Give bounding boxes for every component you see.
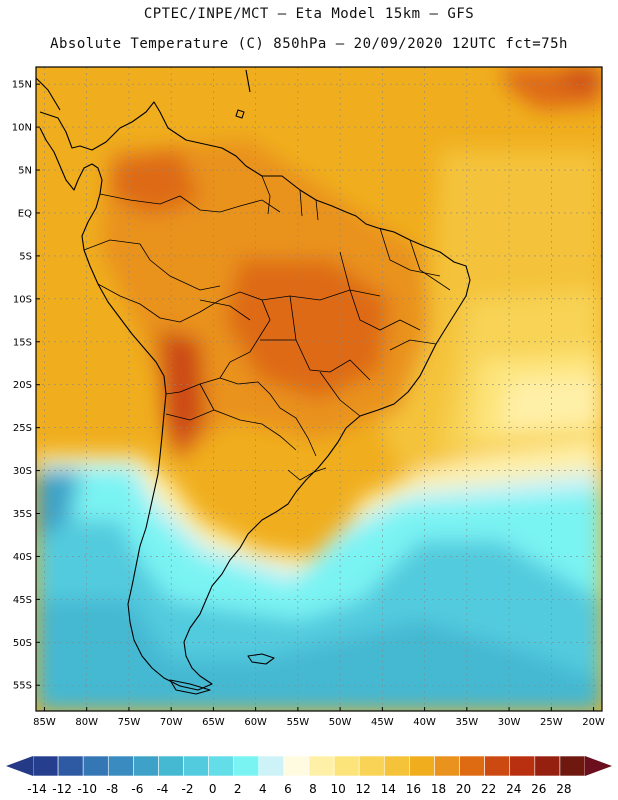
lon-tick-label: 65W [202, 717, 225, 728]
colorbar-swatch [434, 755, 460, 777]
map-title-line2: Absolute Temperature (C) 850hPa – 20/09/… [50, 36, 568, 52]
lon-tick-label: 45W [371, 717, 394, 728]
colorbar-label: 8 [309, 782, 317, 796]
colorbar-label: 0 [209, 782, 217, 796]
colorbar-swatch [82, 755, 109, 777]
colorbar-label: 26 [531, 782, 546, 796]
colorbar-label: 6 [284, 782, 292, 796]
colorbar-label: 28 [556, 782, 571, 796]
lat-tick-label: 30S [13, 466, 32, 477]
temperature-map: 15N 10N 5N EQ 5S 10S 15S 20S 25S 30S 35S 40S 45S 50S 5… [12, 66, 605, 728]
colorbar-swatch [333, 755, 360, 777]
lon-tick-label: 75W [118, 717, 141, 728]
colorbar-label: 20 [456, 782, 471, 796]
colorbar-low-arrow [6, 756, 33, 776]
colorbar-swatch [32, 755, 59, 777]
colorbar-label: -2 [182, 782, 194, 796]
lon-tick-label: 60W [244, 717, 267, 728]
colorbar-swatch [383, 755, 410, 777]
lat-tick-label: 25S [13, 423, 32, 434]
map-title-line1: CPTEC/INPE/MCT – Eta Model 15km – GFS [143, 6, 475, 22]
colorbar-label: -4 [156, 782, 168, 796]
colorbar-swatch [107, 755, 134, 777]
colorbar-swatch [258, 755, 285, 777]
colorbar-label: 18 [431, 782, 446, 796]
colorbar-swatch [283, 755, 310, 777]
colorbar-label: 2 [234, 782, 242, 796]
colorbar-swatch [534, 755, 561, 777]
colorbar-swatch [559, 755, 586, 777]
lat-tick-label: 15S [13, 337, 32, 348]
lat-tick-label: 5N [18, 166, 32, 177]
colorbar-swatch [459, 755, 485, 777]
longitude-axis: 85W 80W 75W 70W 65W 60W 55W 50W 45W 40W 35W 30W 25W 2… [33, 707, 605, 728]
colorbar-label: 16 [406, 782, 421, 796]
colorbar-swatch [233, 755, 260, 777]
colorbar-swatch [409, 755, 435, 777]
lat-lon-grid [36, 67, 602, 711]
lon-tick-label: 30W [498, 717, 521, 728]
colorbar-swatch [183, 755, 209, 777]
colorbar-swatch [484, 755, 511, 777]
colorbar-label: -6 [131, 782, 143, 796]
lat-tick-label: 55S [13, 681, 32, 692]
lon-tick-label: 80W [75, 717, 98, 728]
colorbar-swatch [358, 755, 385, 777]
colorbar-label: -8 [106, 782, 118, 796]
lat-tick-label: 5S [19, 251, 32, 262]
colorbar-label: 22 [481, 782, 496, 796]
colorbar-swatch [308, 755, 335, 777]
lat-tick-label: 45S [13, 595, 32, 606]
color-scale-bar: -14 -12 -10 -8 -6 -4 -2 0 2 4 6 8 10 12 14 16 18 20 22 24 26… [6, 755, 612, 796]
lat-tick-label: 35S [13, 509, 32, 520]
colorbar-label: 24 [506, 782, 521, 796]
lon-tick-label: 85W [33, 717, 56, 728]
lon-tick-label: 55W [287, 717, 310, 728]
country-borders [83, 175, 451, 481]
colorbar-swatch [158, 755, 184, 777]
colorbar-swatch [208, 755, 235, 777]
lon-tick-label: 20W [582, 717, 605, 728]
colorbar-label: -14 [27, 782, 47, 796]
colorbar-label: -12 [52, 782, 72, 796]
colorbar-swatch [509, 755, 536, 777]
colorbar-high-arrow [585, 756, 612, 776]
latitude-axis: 15N 10N 5N EQ 5S 10S 15S 20S 25S 30S 35S 40S 45S 50S 5… [12, 80, 40, 692]
lat-tick-label: 10N [12, 123, 32, 134]
map-frame [35, 66, 603, 712]
lat-tick-label: EQ [18, 208, 32, 219]
colorbar-label: 12 [356, 782, 371, 796]
lon-tick-label: 40W [413, 717, 436, 728]
lat-tick-label: 40S [13, 552, 32, 563]
colorbar-label: 14 [381, 782, 396, 796]
colorbar-swatch [57, 755, 84, 777]
lat-tick-label: 10S [13, 294, 32, 305]
lon-tick-label: 70W [160, 717, 183, 728]
lon-tick-label: 35W [456, 717, 479, 728]
temperature-field [36, 67, 602, 711]
lon-tick-label: 50W [329, 717, 352, 728]
lat-tick-label: 15N [12, 80, 32, 91]
colorbar-swatch [133, 755, 159, 777]
lat-tick-label: 20S [13, 380, 32, 391]
lat-tick-label: 50S [13, 638, 32, 649]
colorbar-label: 10 [330, 782, 345, 796]
colorbar-label: 4 [259, 782, 267, 796]
lon-tick-label: 25W [540, 717, 563, 728]
colorbar-label: -10 [77, 782, 97, 796]
